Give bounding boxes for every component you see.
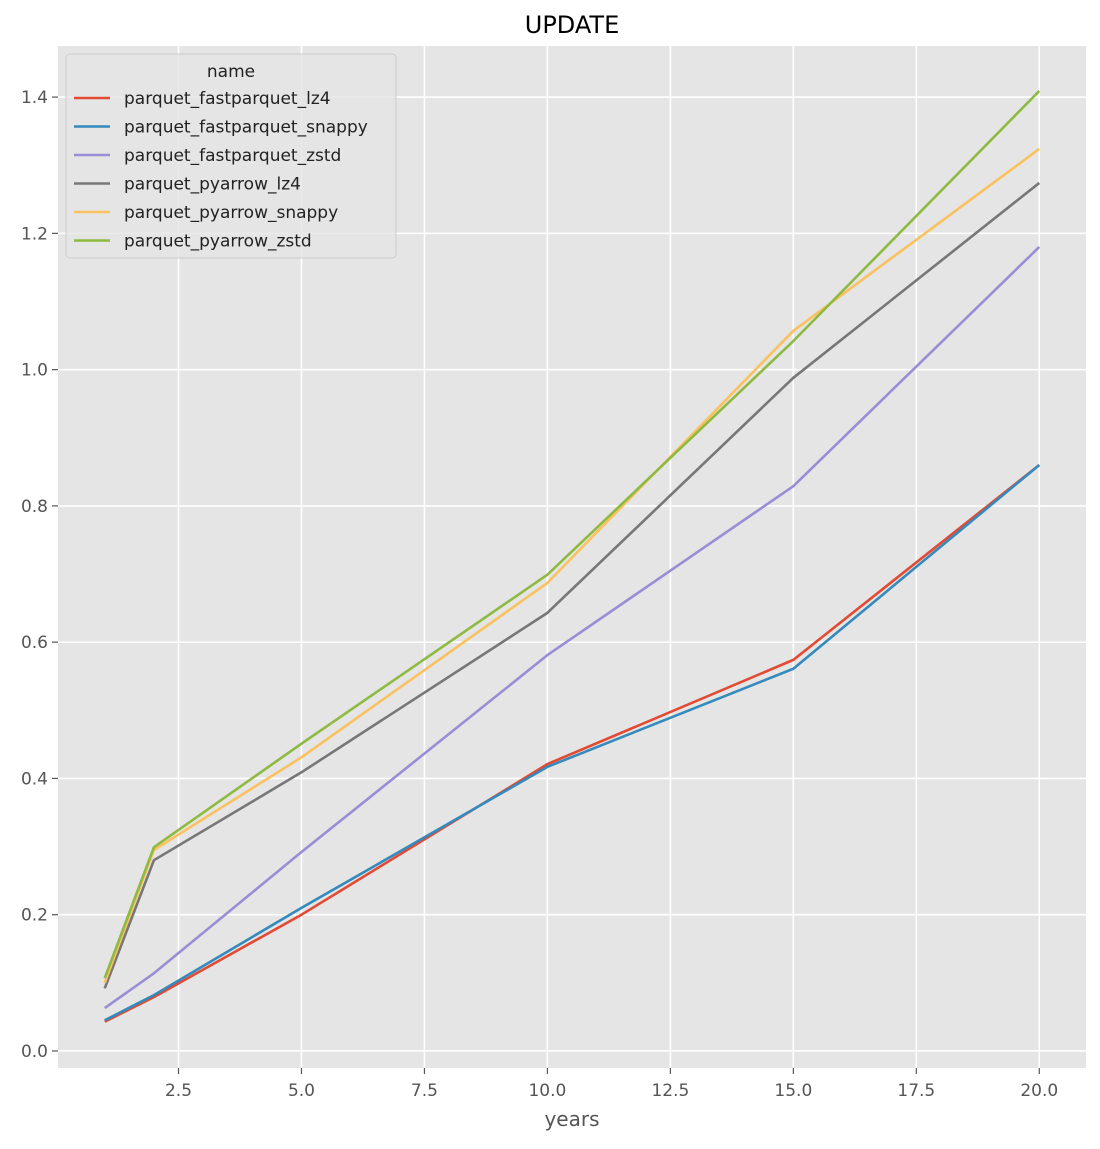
x-tick-label: 17.5	[897, 1081, 935, 1101]
series-line-parquet_pyarrow_zstd	[103, 90, 1041, 979]
x-tick-label: 10.0	[528, 1081, 566, 1101]
legend-box	[65, 53, 397, 259]
x-tick-label: 15.0	[774, 1081, 812, 1101]
y-tick-label: 0.0	[21, 1042, 48, 1062]
legend-entry: parquet_pyarrow_lz4	[124, 175, 301, 195]
y-tick-label: 1.2	[21, 224, 48, 244]
x-axis-label: years	[544, 1107, 599, 1131]
x-tick-label: 2.5	[165, 1081, 192, 1101]
x-tick-label: 7.5	[411, 1081, 438, 1101]
x-tick-label: 20.0	[1020, 1081, 1058, 1101]
legend-entry: parquet_fastparquet_lz4	[124, 89, 331, 109]
series-line-parquet_fastparquet_zstd	[103, 246, 1041, 1010]
series-line-parquet_fastparquet_snappy	[104, 464, 1041, 1022]
y-tick-label: 0.2	[21, 906, 48, 926]
y-tick-label: 0.8	[21, 497, 48, 517]
y-tick-label: 1.4	[21, 88, 48, 108]
series-line-parquet_fastparquet_lz4	[104, 464, 1041, 1023]
legend-entry: parquet_fastparquet_snappy	[124, 118, 368, 138]
chart-title: UPDATE	[525, 11, 619, 39]
legend-entry: parquet_fastparquet_zstd	[124, 146, 341, 166]
x-tick-label: 12.5	[651, 1081, 689, 1101]
legend-title: name	[207, 62, 255, 82]
legend-entry: parquet_pyarrow_zstd	[124, 232, 312, 252]
x-tick-label: 5.0	[288, 1081, 315, 1101]
series-line-parquet_pyarrow_lz4	[103, 181, 1041, 989]
legend-entry: parquet_pyarrow_snappy	[124, 203, 338, 223]
y-tick-label: 1.0	[21, 361, 48, 381]
y-tick-label: 0.4	[21, 769, 48, 789]
y-tick-label: 0.6	[21, 633, 48, 653]
